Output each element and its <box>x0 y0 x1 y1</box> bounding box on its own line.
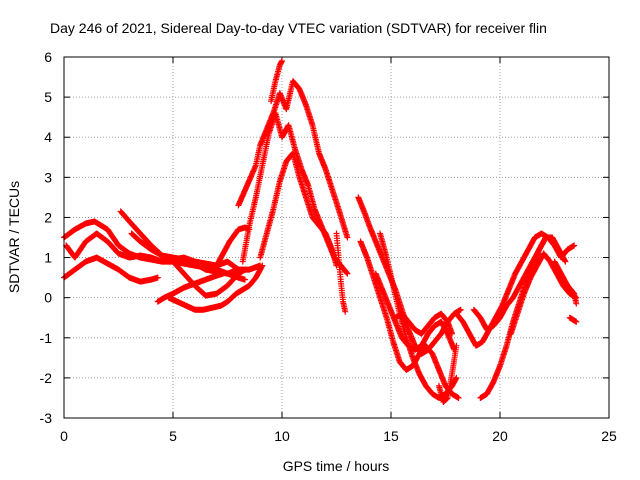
y-tick-label: 5 <box>44 89 52 105</box>
x-tick-label: 5 <box>169 428 177 444</box>
data-point <box>279 58 285 65</box>
data-point <box>571 242 578 249</box>
x-tick-label: 15 <box>383 428 399 444</box>
series-track-25 <box>566 314 580 325</box>
y-tick-label: -2 <box>40 370 53 386</box>
series-track-4 <box>117 208 248 299</box>
data-point <box>241 276 248 283</box>
series-track-7 <box>165 262 266 313</box>
x-tick-label: 10 <box>274 428 290 444</box>
series-track-17 <box>377 230 460 401</box>
y-tick-label: -3 <box>40 410 53 426</box>
y-tick-label: 0 <box>44 290 52 306</box>
data-point <box>443 395 450 402</box>
series-track-18 <box>392 310 456 337</box>
plot-frame <box>63 56 610 419</box>
series-track-24 <box>551 258 580 307</box>
data-point <box>455 394 462 401</box>
y-tick-label: -1 <box>40 330 53 346</box>
data-point <box>573 318 580 325</box>
y-tick-label: 2 <box>44 209 52 225</box>
data-point <box>220 270 227 277</box>
y-tick-label: 1 <box>44 250 52 266</box>
data-point <box>154 274 161 281</box>
series-track-21 <box>470 234 549 333</box>
x-tick-label: 25 <box>601 428 617 444</box>
data-point <box>343 269 350 276</box>
data-points <box>61 58 580 405</box>
x-tick-label: 0 <box>60 428 68 444</box>
chart-title: Day 246 of 2021, Sidereal Day-to-day VTE… <box>50 20 547 36</box>
data-point <box>259 262 266 269</box>
data-point <box>457 306 464 313</box>
series-track-15 <box>357 238 462 401</box>
series-track-11 <box>268 58 285 105</box>
data-point <box>344 270 351 277</box>
data-point <box>342 308 349 315</box>
data-point <box>344 234 351 241</box>
x-tick-label: 20 <box>492 428 508 444</box>
series-track-2 <box>61 254 161 285</box>
series-track-10 <box>235 78 351 241</box>
data-point <box>449 330 456 337</box>
y-tick-label: 3 <box>44 169 52 185</box>
y-tick-label: 6 <box>44 49 52 65</box>
series-track-5 <box>128 230 264 277</box>
series-track-12 <box>257 150 340 269</box>
data-point <box>573 300 580 307</box>
y-axis-label: SDTVAR / TECUs <box>6 181 22 293</box>
series-track-19 <box>435 342 460 405</box>
x-axis-label: GPS time / hours <box>283 458 390 474</box>
data-point <box>333 262 340 269</box>
y-tick-label: 4 <box>44 129 52 145</box>
data-point <box>562 258 569 265</box>
data-point <box>453 374 460 381</box>
series-track-6 <box>154 270 227 305</box>
series-track-16 <box>372 270 458 353</box>
data-point <box>453 342 460 349</box>
series-track-13 <box>333 230 349 315</box>
